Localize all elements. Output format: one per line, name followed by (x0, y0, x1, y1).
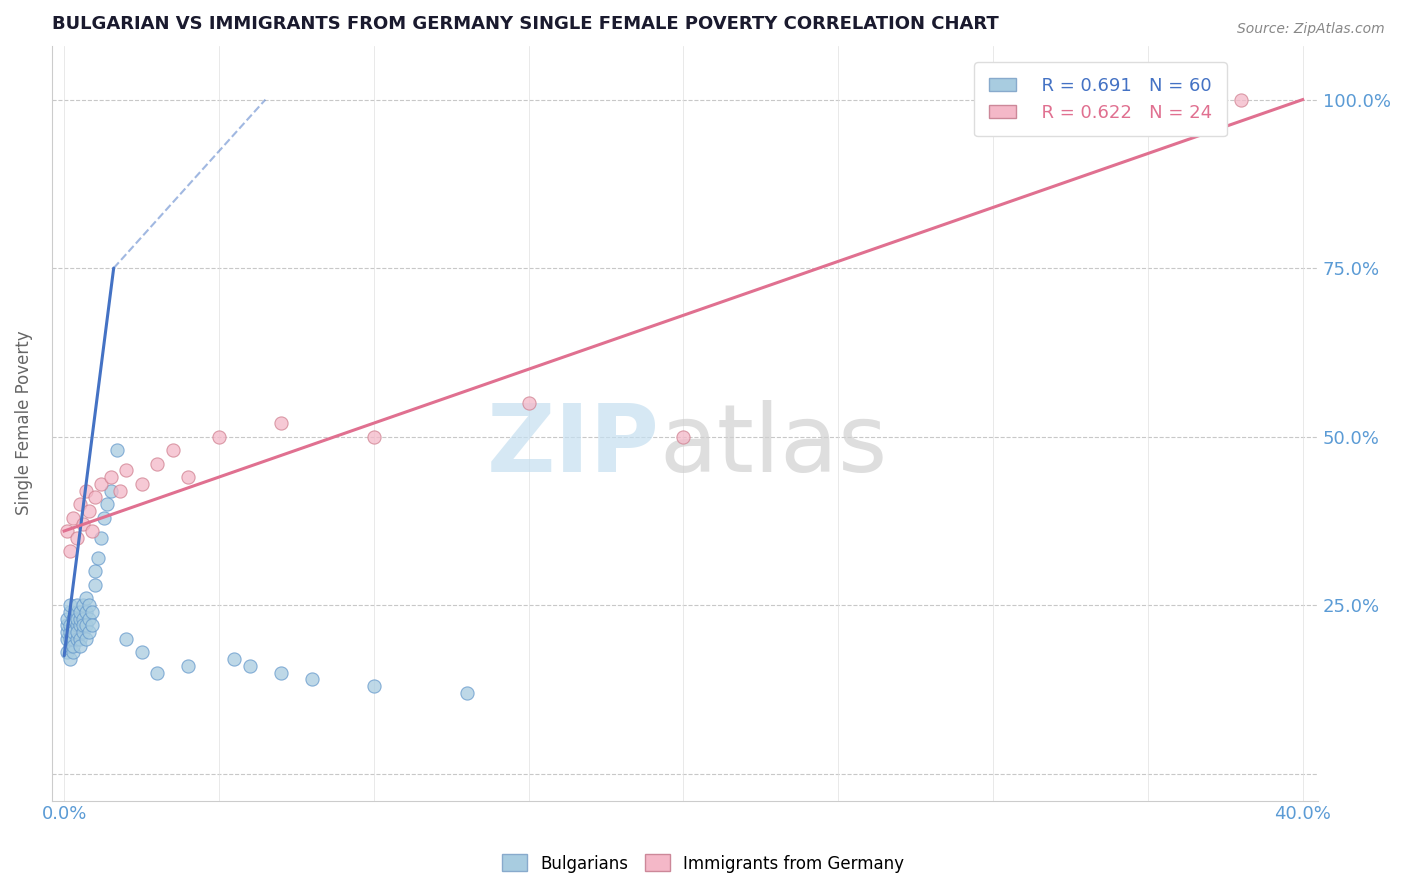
Point (80, 605, 103, 619)
Point (75, 632, 97, 646)
Point (96, 497, 118, 511)
Point (59, 598, 82, 612)
Point (105, 443, 128, 458)
Point (72, 618, 94, 632)
Point (87, 551, 110, 566)
Point (69, 612, 91, 626)
Point (72, 612, 94, 626)
Point (517, 396, 540, 410)
Point (77, 598, 100, 612)
Legend:   R = 0.691   N = 60,   R = 0.622   N = 24: R = 0.691 N = 60, R = 0.622 N = 24 (974, 62, 1227, 136)
Point (65, 605, 87, 619)
Point (59, 618, 82, 632)
Point (75, 605, 97, 619)
Text: Source: ZipAtlas.com: Source: ZipAtlas.com (1237, 22, 1385, 37)
Point (146, 665, 169, 680)
Point (131, 645, 153, 659)
Point (90, 476, 112, 491)
Point (59, 544, 82, 558)
Point (65, 612, 87, 626)
Point (62, 632, 84, 646)
Point (65, 618, 87, 632)
Point (56, 618, 79, 632)
Point (77, 612, 100, 626)
Point (62, 625, 84, 640)
Point (59, 625, 82, 640)
Point (62, 618, 84, 632)
Point (162, 443, 184, 458)
Point (69, 605, 91, 619)
Point (56, 612, 79, 626)
Point (301, 673, 323, 687)
Point (62, 510, 84, 524)
Point (56, 524, 79, 538)
Point (69, 639, 91, 653)
Point (77, 625, 100, 640)
Point (72, 517, 94, 532)
Point (1229, 93, 1251, 107)
Point (363, 679, 385, 693)
Point (56, 645, 79, 659)
Point (80, 618, 103, 632)
Point (224, 652, 246, 666)
Text: BULGARIAN VS IMMIGRANTS FROM GERMANY SINGLE FEMALE POVERTY CORRELATION CHART: BULGARIAN VS IMMIGRANTS FROM GERMANY SIN… (52, 15, 998, 33)
Point (56, 632, 79, 646)
Point (115, 632, 138, 646)
Point (62, 612, 84, 626)
Point (75, 618, 97, 632)
Point (72, 598, 94, 612)
Point (84, 490, 107, 504)
Point (59, 652, 82, 666)
Point (456, 686, 478, 700)
Point (65, 632, 87, 646)
Point (100, 483, 122, 498)
Text: ZIP: ZIP (486, 400, 659, 491)
Point (146, 457, 169, 471)
Point (93, 510, 115, 524)
Point (84, 578, 107, 592)
Point (69, 618, 91, 632)
Legend: Bulgarians, Immigrants from Germany: Bulgarians, Immigrants from Germany (495, 847, 911, 880)
Point (80, 524, 103, 538)
Point (108, 483, 131, 498)
Point (208, 429, 231, 443)
Point (56, 625, 79, 640)
Point (90, 531, 112, 545)
Point (59, 632, 82, 646)
Point (84, 565, 107, 579)
Point (69, 497, 91, 511)
Point (75, 483, 97, 498)
Point (239, 658, 262, 673)
Text: atlas: atlas (659, 400, 887, 491)
Point (363, 429, 385, 443)
Point (72, 625, 94, 640)
Point (62, 645, 84, 659)
Point (59, 639, 82, 653)
Point (270, 665, 292, 680)
Point (59, 605, 82, 619)
Point (65, 598, 87, 612)
Point (69, 632, 91, 646)
Point (177, 658, 200, 673)
Point (75, 591, 97, 606)
Point (131, 476, 153, 491)
Point (65, 531, 87, 545)
Point (672, 429, 695, 443)
Point (77, 504, 100, 518)
Point (62, 639, 84, 653)
Point (100, 470, 122, 484)
Point (177, 470, 200, 484)
Point (115, 463, 138, 477)
Point (270, 416, 292, 430)
Y-axis label: Single Female Poverty: Single Female Poverty (15, 331, 32, 516)
Point (65, 625, 87, 640)
